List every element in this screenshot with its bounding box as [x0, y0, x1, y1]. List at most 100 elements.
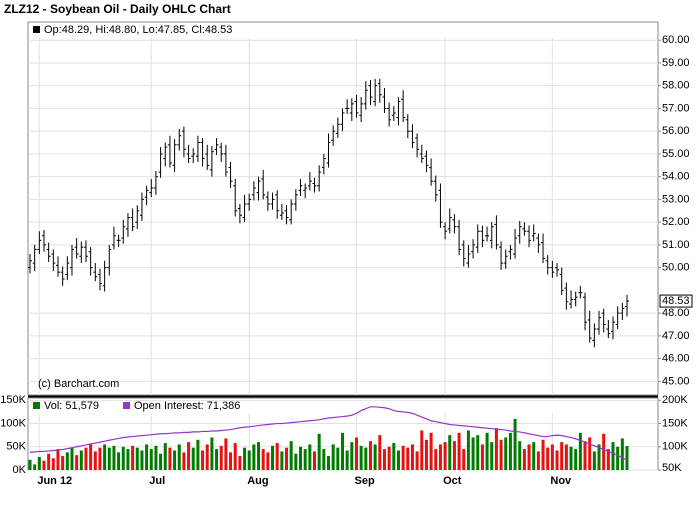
volume-bar — [266, 452, 270, 470]
volume-bar — [65, 452, 69, 470]
x-tick-label: Jul — [149, 475, 165, 487]
volume-bar — [163, 443, 167, 470]
volume-bar — [331, 444, 335, 470]
volume-bar — [252, 444, 256, 470]
volume-bar — [103, 444, 107, 470]
y-tick-label: 46.00 — [662, 353, 690, 365]
y-tick-label: 50K — [6, 441, 26, 453]
volume-bar — [532, 442, 536, 470]
y2-tick-label: 100K — [662, 441, 688, 453]
volume-bar — [280, 451, 284, 470]
volume-bar — [140, 450, 144, 470]
y-tick-label: 45.00 — [662, 375, 690, 387]
volume-bar — [107, 447, 111, 470]
volume-bar — [37, 456, 41, 470]
volume-bar — [201, 450, 205, 470]
y2-tick-label: 50K — [662, 462, 682, 474]
volume-bar — [98, 447, 102, 470]
volume-bar — [233, 443, 237, 470]
volume-bar — [345, 450, 349, 470]
y2-tick-label: 200K — [662, 394, 688, 406]
volume-bar — [261, 449, 265, 470]
volume-bar — [611, 442, 615, 470]
volume-bar — [620, 438, 624, 470]
volume-bar — [224, 438, 228, 470]
volume-bar — [89, 444, 93, 470]
volume-bar — [131, 445, 135, 470]
y-tick-label: 55.00 — [662, 148, 690, 160]
volume-bar — [308, 444, 312, 470]
volume-bar — [159, 453, 163, 470]
volume-bar — [494, 428, 498, 470]
y-tick-label: 60.00 — [662, 34, 690, 46]
volume-bar — [294, 453, 298, 470]
volume-bar — [429, 432, 433, 470]
volume-bar — [219, 445, 223, 470]
volume-bar — [522, 449, 526, 470]
volume-bar — [336, 447, 340, 470]
volume-bar — [205, 444, 209, 470]
volume-bar — [135, 447, 139, 470]
volume-bar — [541, 439, 545, 470]
volume-bar — [42, 460, 46, 470]
volume-bar — [327, 456, 330, 470]
open-interest-line — [29, 406, 628, 461]
volume-bar — [588, 437, 592, 470]
volume-legend: Vol: 51,579 — [44, 400, 99, 412]
x-tick-label: Aug — [247, 475, 268, 487]
volume-bar — [299, 446, 303, 470]
volume-bar — [625, 446, 629, 470]
volume-bar — [382, 449, 386, 470]
volume-bar — [215, 449, 219, 470]
volume-bar — [392, 443, 396, 470]
volume-bar — [61, 456, 65, 470]
volume-bar — [303, 449, 307, 470]
volume-bar — [154, 445, 158, 470]
volume-bar — [560, 442, 564, 470]
volume-bar — [210, 437, 214, 470]
volume-bar — [182, 452, 186, 470]
volume-bar — [340, 432, 344, 470]
y-tick-label: 53.00 — [662, 193, 690, 205]
volume-bar — [359, 445, 363, 470]
volume-bar — [606, 449, 610, 470]
volume-bar — [196, 439, 200, 470]
volume-bar — [33, 464, 37, 470]
x-tick-label: Sep — [354, 475, 374, 487]
volume-bar — [47, 453, 51, 470]
last-price-label: 48.53 — [662, 295, 690, 307]
y-tick-label: 47.00 — [662, 330, 690, 342]
volume-bar — [485, 432, 489, 470]
volume-bar — [84, 447, 88, 470]
volume-bar — [504, 437, 508, 470]
volume-bar — [364, 447, 368, 470]
volume-bar — [350, 442, 354, 470]
volume-bar — [177, 444, 181, 470]
y-tick-label: 57.00 — [662, 102, 690, 114]
watermark: (c) Barchart.com — [38, 378, 119, 390]
volume-bar — [574, 449, 578, 470]
volume-bar — [70, 447, 74, 470]
volume-bar — [410, 444, 414, 470]
volume-bar — [471, 437, 475, 470]
volume-bar — [75, 455, 79, 470]
volume-bar — [275, 443, 279, 470]
volume-bar — [592, 451, 596, 470]
last-price-box — [659, 294, 693, 308]
volume-bar — [145, 444, 149, 470]
volume-bar — [229, 452, 233, 470]
volume-bar — [536, 451, 540, 470]
volume-bar — [513, 418, 517, 470]
volume-bar — [406, 447, 410, 470]
volume-bar — [415, 451, 419, 470]
volume-bar — [373, 444, 377, 470]
volume-bar — [368, 441, 372, 470]
volume-bar — [616, 446, 620, 470]
volume-bar — [28, 459, 32, 470]
volume-bar — [434, 449, 438, 470]
y-tick-label: 52.00 — [662, 216, 690, 228]
y-tick-label: 51.00 — [662, 239, 690, 251]
volume-bar — [313, 451, 317, 470]
volume-bar — [457, 432, 461, 470]
